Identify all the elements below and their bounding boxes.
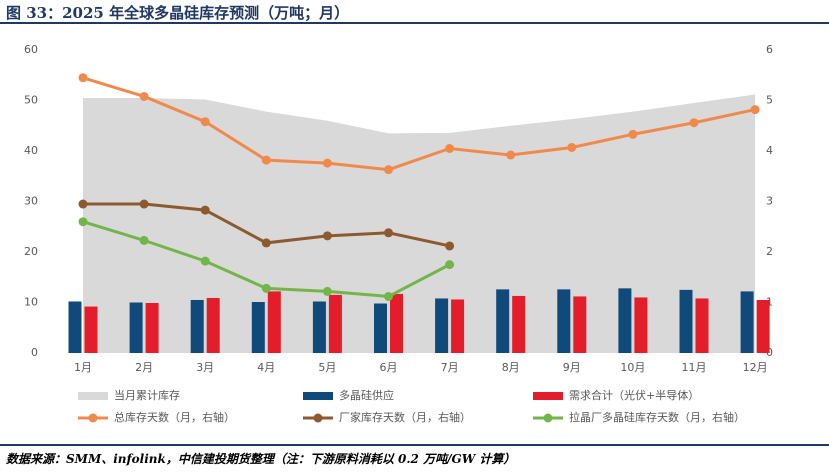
line-marker (322, 286, 332, 296)
bar (190, 299, 204, 353)
y-tick-label: 60 (24, 43, 38, 56)
line-marker (200, 256, 210, 266)
bar (618, 288, 632, 353)
line (82, 76, 756, 172)
bar (251, 301, 265, 353)
line-marker (261, 155, 271, 165)
bar (557, 289, 571, 353)
chart: 010203040506001234561月2月3月4月5月6月7月8月9月10… (24, 43, 773, 424)
bar (84, 306, 98, 353)
legend-swatch (88, 413, 98, 423)
legend-swatch (78, 392, 108, 400)
y-tick-label: 30 (24, 195, 38, 208)
line-marker (200, 205, 210, 215)
bar (328, 294, 342, 353)
line-marker (384, 165, 393, 175)
line-marker (445, 143, 455, 153)
line-marker (689, 118, 699, 128)
x-tick-label: 9月 (563, 361, 581, 374)
line-marker (261, 238, 271, 248)
bar (145, 303, 159, 353)
legend-label: 厂家库存天数（月，右轴） (339, 410, 471, 424)
x-tick-label: 10月 (620, 361, 645, 374)
x-tick-label: 6月 (380, 361, 398, 374)
x-tick-label: 8月 (502, 361, 520, 374)
x-tick-label: 3月 (196, 361, 214, 374)
bar (496, 289, 510, 353)
line-marker (139, 199, 149, 209)
line-marker (445, 260, 455, 270)
line-marker (506, 150, 516, 160)
source-note: 数据来源：SMM、infolink，中信建投期货整理（注：下游原料消耗以 0.2… (6, 452, 516, 466)
bar (573, 296, 587, 353)
line-marker (261, 283, 271, 293)
bar (679, 289, 693, 353)
line-marker (322, 158, 332, 168)
line-marker (200, 117, 210, 127)
line-marker (322, 231, 332, 241)
legend-label: 需求合计（光伏+半导体） (569, 388, 699, 402)
legend-label: 当月累计库存 (114, 388, 180, 402)
y2-tick-label: 5 (766, 94, 773, 107)
bar (634, 297, 648, 353)
y-tick-label: 10 (24, 296, 38, 309)
bar (390, 293, 403, 353)
y-tick-label: 0 (31, 346, 38, 359)
line-marker (567, 142, 577, 152)
title-rule (0, 22, 829, 24)
legend-swatch (303, 392, 333, 400)
x-tick-label: 4月 (257, 361, 275, 374)
line-marker (78, 73, 88, 83)
line-marker (78, 199, 88, 209)
source-rule (0, 444, 829, 446)
line-marker (750, 105, 760, 115)
legend-swatch (533, 392, 563, 400)
area (83, 94, 756, 353)
line-marker (78, 217, 88, 227)
line-marker (445, 241, 455, 251)
x-tick-label: 7月 (441, 361, 459, 374)
bar (740, 291, 754, 353)
bar (435, 298, 449, 353)
legend-label: 总库存天数（月，右轴） (114, 410, 235, 424)
y2-tick-label: 2 (766, 245, 773, 258)
y2-tick-label: 3 (766, 195, 773, 208)
bar (206, 297, 220, 353)
y2-tick-label: 4 (766, 144, 773, 157)
line-marker (384, 228, 393, 238)
y-tick-label: 50 (24, 94, 38, 107)
x-tick-label: 1月 (74, 361, 92, 374)
legend-swatch (543, 413, 553, 423)
legend-label: 多晶硅供应 (339, 388, 394, 402)
x-tick-label: 5月 (318, 361, 336, 374)
bar (129, 302, 143, 353)
chart-title: 图 33：2025 年全球多晶硅库存预测（万吨；月） (6, 4, 350, 22)
legend-swatch (313, 413, 323, 423)
y2-tick-label: 6 (766, 43, 773, 56)
bar (68, 301, 82, 353)
y-tick-label: 40 (24, 144, 38, 157)
bar (374, 303, 387, 353)
x-tick-label: 11月 (682, 361, 707, 374)
line-marker (139, 235, 149, 245)
bar (267, 291, 281, 353)
line-marker (384, 291, 393, 301)
x-tick-label: 12月 (743, 361, 768, 374)
bar (451, 299, 465, 353)
y-tick-label: 20 (24, 245, 38, 258)
bar (512, 295, 526, 353)
bar (312, 301, 326, 353)
legend-label: 拉晶厂多晶硅库存天数（月，右轴） (569, 410, 745, 424)
x-tick-label: 2月 (135, 361, 153, 374)
bar (756, 299, 770, 353)
line-marker (139, 91, 149, 101)
line-marker (628, 129, 638, 139)
bar (695, 298, 709, 353)
